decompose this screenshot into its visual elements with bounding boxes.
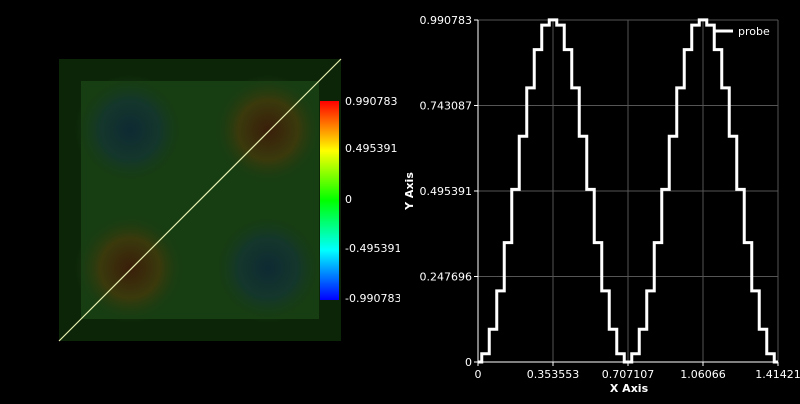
x-tick-label: 0.707107 [602,368,655,381]
colorbar [320,101,339,300]
y-tick-label: 0.990783 [420,14,473,27]
line-chart[interactable]: 0 0.353553 0.707107 1.06066 1.41421 0 0.247696… [400,0,800,400]
blob-bottom-left [75,213,185,323]
y-tick-label: 0 [465,356,472,369]
blob-top-left [75,75,185,185]
colorbar-label-low: -0.495391 [345,242,400,255]
y-axis-title: Y Axis [403,172,416,211]
render-view[interactable]: 0.990783 0.495391 0 -0.495391 -0.990783 [0,0,400,400]
blob-bottom-right [213,213,323,323]
y-tick-label: 0.743087 [420,100,473,113]
legend: probe [713,25,770,38]
legend-label-probe: probe [738,25,770,38]
colorbar-label-high: 0.495391 [345,142,398,155]
x-tick-label: 0 [475,368,482,381]
blob-top-right [213,75,323,185]
colorbar-label-zero: 0 [345,193,352,206]
x-tick-label: 0.353553 [527,368,580,381]
chart-grid [478,20,778,362]
render-canvas[interactable]: 0.990783 0.495391 0 -0.495391 -0.990783 [0,0,400,400]
line-chart-view[interactable]: 0 0.353553 0.707107 1.06066 1.41421 0 0.247696… [400,0,800,400]
y-tick-label: 0.247696 [420,270,473,283]
x-axis-title: X Axis [610,382,649,395]
x-tick-label: 1.06066 [680,368,726,381]
colorbar-label-max: 0.990783 [345,95,398,108]
y-tick-label: 0.495391 [420,185,473,198]
x-tick-label: 1.41421 [755,368,800,381]
colorbar-label-min: -0.990783 [345,292,400,305]
